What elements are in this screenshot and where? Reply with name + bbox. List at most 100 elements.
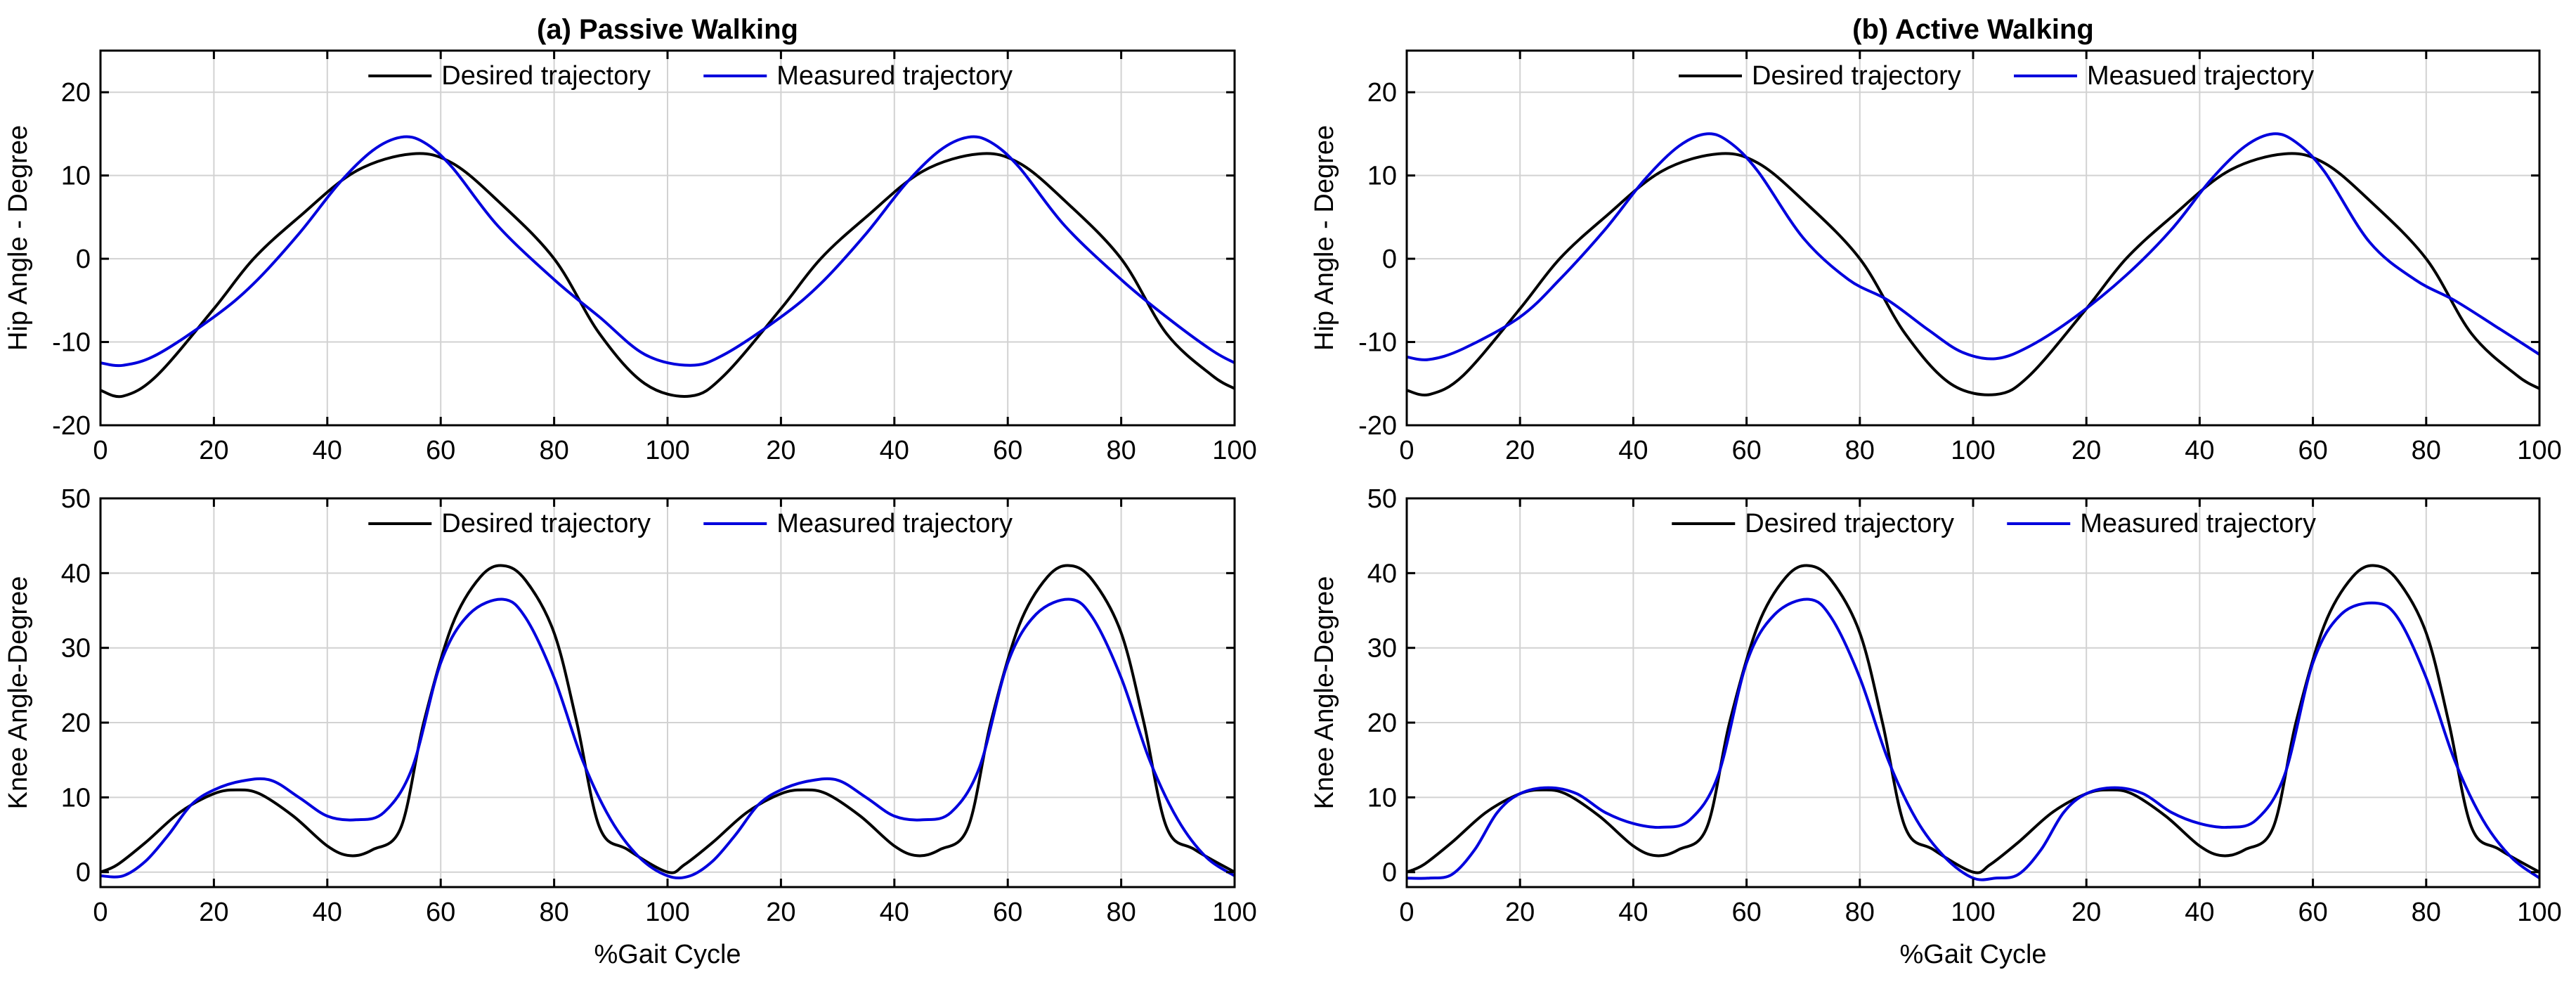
x-tick-label: 100 (1951, 436, 1995, 465)
x-tick-label: 20 (199, 436, 228, 465)
legend: Desired trajectory Measured trajectory (368, 61, 1013, 91)
y-tick-label: 0 (1382, 858, 1397, 888)
legend: Desired trajectory Measured trajectory (1672, 509, 2316, 538)
x-tick-label: 80 (2412, 898, 2441, 927)
y-tick-label: 20 (1367, 709, 1397, 738)
y-tick-label: 0 (76, 858, 91, 888)
x-tick-label: 20 (2071, 436, 2101, 465)
x-tick-label: 40 (1618, 898, 1648, 927)
x-tick-label: 80 (2412, 436, 2441, 465)
x-tick-label: 60 (1731, 898, 1761, 927)
series-line-measured (100, 597, 1235, 880)
x-tick-label: 20 (2071, 898, 2101, 927)
x-tick-label: 40 (880, 898, 909, 927)
y-tick-label: 40 (61, 559, 91, 588)
legend: Desired trajectory Measured trajectory (368, 509, 1013, 538)
y-tick-label: 10 (61, 162, 91, 191)
x-tick-label: 0 (93, 898, 108, 927)
y-axis-label: Knee Angle-Degree (4, 576, 33, 810)
x-axis-label: %Gait Cycle (1899, 940, 2046, 969)
x-tick-label: 20 (766, 898, 795, 927)
y-axis-label: Knee Angle-Degree (1310, 576, 1339, 810)
x-tick-label: 100 (645, 898, 689, 927)
y-tick-label: -20 (52, 411, 91, 441)
chart-panel-hip-passive: 0 20 40 60 80 100 20 40 60 80 100 -20 -10 0 10 20 (a) Pa… (4, 14, 1257, 465)
series-line-measured (1407, 132, 2539, 361)
y-tick-label: 10 (1367, 162, 1397, 191)
x-tick-label: 80 (539, 436, 568, 465)
legend-label-desired: Desired trajectory (441, 61, 651, 91)
x-tick-label: 100 (1212, 898, 1256, 927)
y-tick-label: 50 (61, 484, 91, 514)
legend-label-desired: Desired trajectory (1745, 509, 1954, 538)
y-tick-label: -10 (52, 328, 91, 358)
y-tick-label: 30 (1367, 634, 1397, 664)
x-tick-label: 60 (426, 436, 455, 465)
legend-label-measured: Measured trajectory (2080, 509, 2316, 538)
x-tick-label: 60 (2298, 436, 2327, 465)
x-tick-label: 60 (426, 898, 455, 927)
x-tick-label: 80 (1845, 436, 1875, 465)
chart-panel-knee-active: 0 20 40 60 80 100 20 40 60 80 100 0 10 20 30 40 50 Knee A… (1310, 484, 2562, 969)
y-tick-label: 50 (1367, 484, 1397, 514)
x-tick-label: 100 (645, 436, 689, 465)
x-tick-label: 40 (313, 436, 342, 465)
x-tick-label: 20 (1505, 898, 1535, 927)
x-tick-label: 80 (1106, 436, 1136, 465)
x-axis-label: %Gait Cycle (594, 940, 741, 969)
x-tick-label: 100 (2517, 436, 2561, 465)
y-axis-label: Hip Angle - Degree (1310, 125, 1339, 351)
x-tick-label: 60 (1731, 436, 1761, 465)
chart-title: (a) Passive Walking (537, 14, 798, 45)
x-tick-label: 60 (993, 898, 1022, 927)
legend-label-desired: Desired trajectory (1752, 61, 1961, 91)
chart-panel-hip-active: 0 20 40 60 80 100 20 40 60 80 100 -20 -10 0 10 20 (b) Ac… (1310, 14, 2562, 465)
x-tick-label: 40 (1618, 436, 1648, 465)
x-tick-label: 80 (1845, 898, 1875, 927)
y-tick-label: 20 (61, 78, 91, 108)
x-tick-label: 100 (1951, 898, 1995, 927)
x-tick-label: 60 (993, 436, 1022, 465)
x-tick-label: 40 (2185, 436, 2214, 465)
series-line-desired (100, 564, 1235, 874)
legend-label-measured: Measured trajectory (776, 61, 1013, 91)
y-tick-label: 30 (61, 634, 91, 664)
series-line-desired (1407, 564, 2539, 874)
x-tick-label: 20 (766, 436, 795, 465)
x-tick-label: 100 (2517, 898, 2561, 927)
x-tick-label: 20 (199, 898, 228, 927)
y-tick-label: -20 (1358, 411, 1397, 441)
chart-panel-knee-passive: 0 20 40 60 80 100 20 40 60 80 100 0 10 20 30 40 50 Knee A… (4, 484, 1257, 969)
x-tick-label: 60 (2298, 898, 2327, 927)
x-tick-label: 40 (313, 898, 342, 927)
y-tick-label: 20 (61, 709, 91, 738)
x-tick-label: 40 (2185, 898, 2214, 927)
x-tick-label: 80 (539, 898, 568, 927)
y-tick-label: 10 (1367, 783, 1397, 813)
y-tick-label: 10 (61, 783, 91, 813)
y-tick-label: 0 (1382, 245, 1397, 274)
x-tick-label: 0 (93, 436, 108, 465)
x-tick-label: 0 (1399, 436, 1414, 465)
chart-title: (b) Active Walking (1852, 14, 2094, 45)
legend-label-desired: Desired trajectory (441, 509, 651, 538)
legend: Desired trajectory Measued trajectory (1679, 61, 2314, 91)
series-line-measured (100, 135, 1235, 368)
y-tick-label: -10 (1358, 328, 1397, 358)
x-tick-label: 40 (880, 436, 909, 465)
x-tick-label: 20 (1505, 436, 1535, 465)
series-line-measured (1407, 597, 2539, 881)
x-tick-label: 100 (1212, 436, 1256, 465)
y-tick-label: 0 (76, 245, 91, 274)
y-tick-label: 40 (1367, 559, 1397, 588)
y-tick-label: 20 (1367, 78, 1397, 108)
x-tick-label: 0 (1399, 898, 1414, 927)
y-axis-label: Hip Angle - Degree (4, 125, 33, 351)
legend-label-measured: Measured trajectory (776, 509, 1013, 538)
legend-label-measured: Measued trajectory (2087, 61, 2314, 91)
x-tick-label: 80 (1106, 898, 1136, 927)
series-line-desired (1407, 152, 2539, 396)
series-line-desired (100, 152, 1235, 399)
